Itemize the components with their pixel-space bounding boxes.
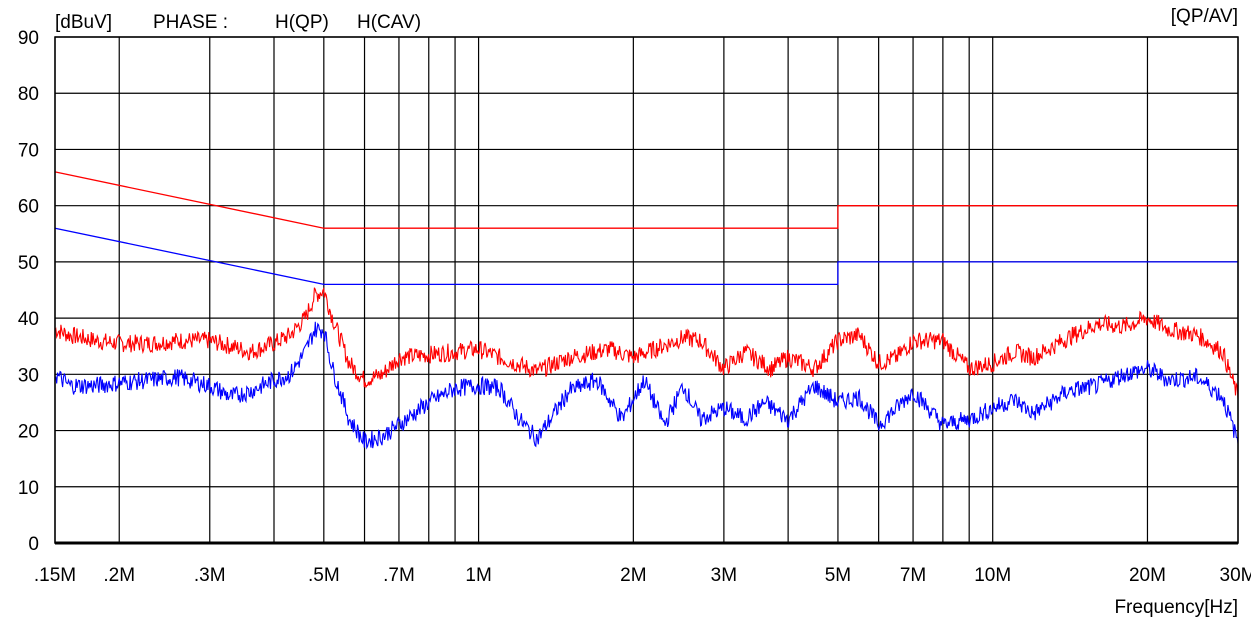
limit-line: [54, 227, 1238, 286]
x-tick-label: .15M: [34, 565, 76, 586]
x-tick-label: .2M: [103, 565, 135, 586]
cav-legend-label: H(CAV): [357, 12, 421, 33]
x-tick-label: 10M: [974, 565, 1011, 586]
y-tick-label: 50: [18, 253, 39, 274]
x-axis-label: Frequency[Hz]: [1114, 597, 1238, 618]
y-tick-label: 80: [18, 84, 39, 105]
limit-lines: [54, 171, 1238, 286]
x-tick-label: 2M: [620, 565, 646, 586]
y-tick-label: 10: [18, 478, 39, 499]
y-tick-label: 30: [18, 365, 39, 386]
chart-grid: [54, 36, 1239, 545]
x-tick-labels: .15M .2M .3M .5M .7M 1M 2M 3M 5M 7M 10M 20M 30M: [34, 565, 1251, 586]
x-tick-label: .7M: [383, 565, 415, 586]
phase-label: PHASE :: [153, 12, 228, 33]
y-tick-label: 40: [18, 309, 39, 330]
x-tick-label: 30M: [1220, 565, 1251, 586]
trace-line: [54, 287, 1239, 399]
qp-legend-label: H(QP): [275, 12, 329, 33]
plot-frame: [54, 36, 1239, 544]
y-tick-label: 90: [18, 28, 39, 49]
y-tick-label: 70: [18, 140, 39, 161]
limit-line: [54, 171, 1238, 229]
y-tick-label: 0: [28, 534, 39, 555]
x-tick-label: .5M: [308, 565, 340, 586]
detector-mode-label: [QP/AV]: [1171, 6, 1238, 27]
y-tick-label: 60: [18, 197, 39, 218]
measurement-traces: [54, 287, 1239, 450]
y-unit-label: [dBuV]: [55, 12, 112, 33]
x-tick-label: 7M: [900, 565, 926, 586]
x-tick-label: 5M: [825, 565, 851, 586]
y-tick-label: 20: [18, 422, 39, 443]
x-tick-label: 3M: [711, 565, 737, 586]
x-tick-label: 1M: [465, 565, 491, 586]
x-tick-label: 20M: [1129, 565, 1166, 586]
y-tick-labels: 0 10 20 30 40 50 60 70 80 90: [18, 28, 39, 555]
x-tick-label: .3M: [194, 565, 226, 586]
trace-line: [54, 321, 1239, 450]
